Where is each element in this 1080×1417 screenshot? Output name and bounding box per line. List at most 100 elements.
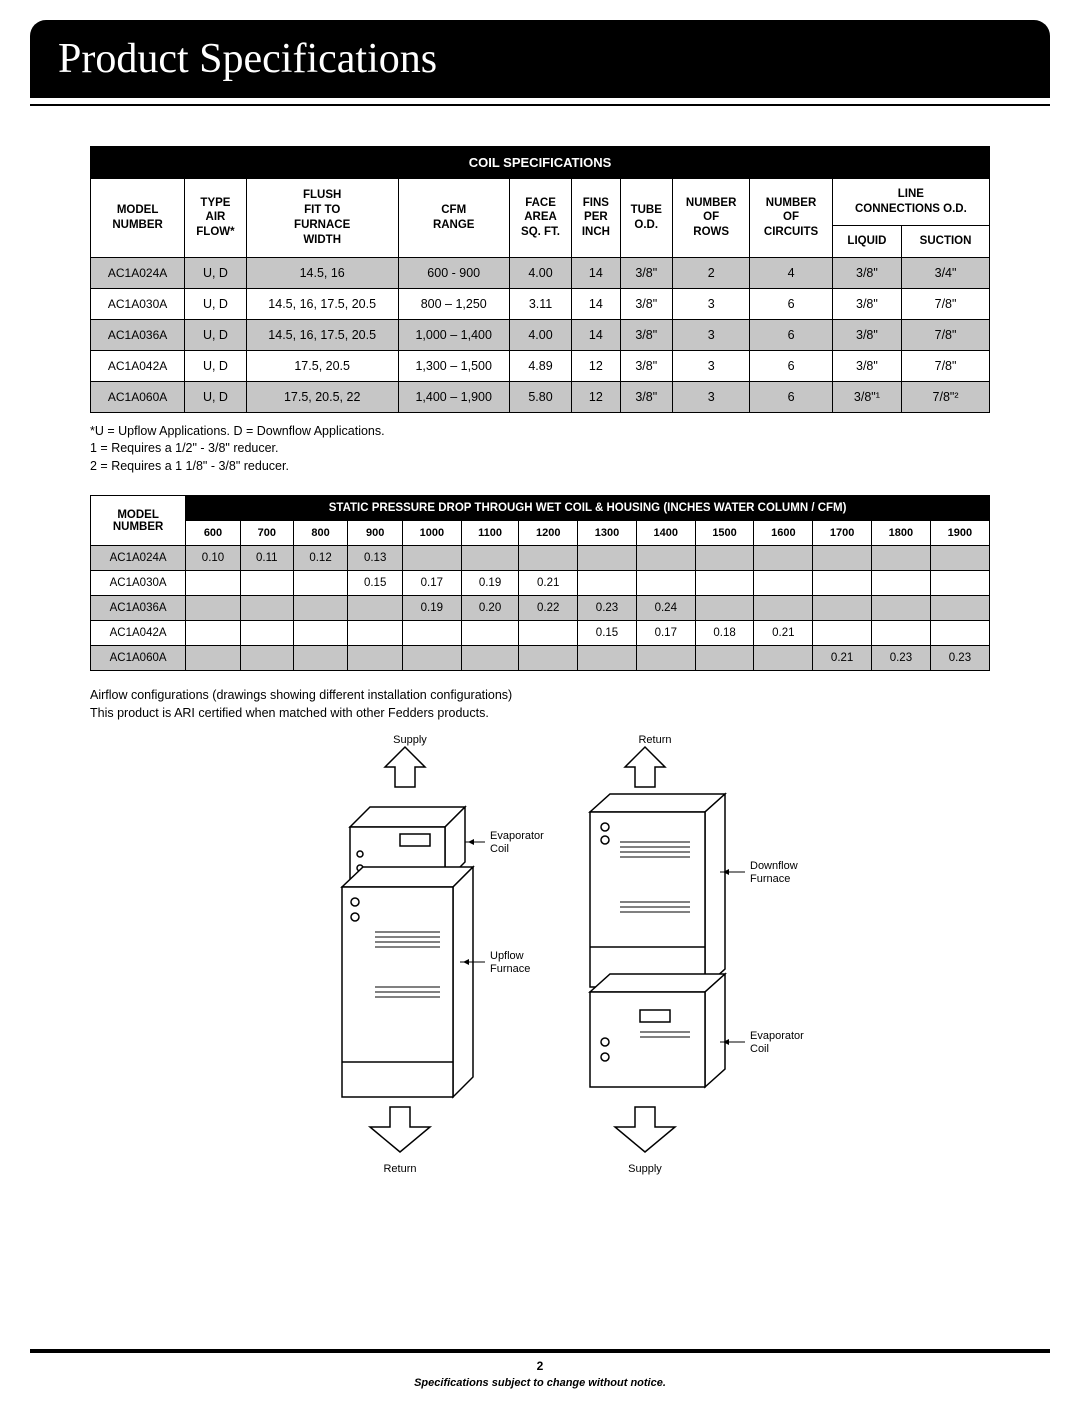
- lbl-return-1: Return: [383, 1163, 416, 1175]
- h-tube: TUBEO.D.: [620, 179, 672, 258]
- page-number: 2: [30, 1359, 1050, 1373]
- lbl-evap-1: Evaporator: [490, 830, 544, 842]
- coil-cell: 12: [572, 350, 620, 381]
- p-cell: [872, 621, 931, 646]
- cfm-header-cell: 1300: [578, 521, 637, 546]
- h-model: MODELNUMBER: [91, 179, 185, 258]
- coil-cell: 6: [750, 381, 832, 412]
- p-cell: 0.20: [461, 596, 519, 621]
- coil-cell: 3/8": [620, 350, 672, 381]
- cfm-header-cell: 700: [240, 521, 293, 546]
- coil-cell: 3/8": [832, 257, 901, 288]
- h-circuits: NUMBEROFCIRCUITS: [750, 179, 832, 258]
- cfm-header-cell: 1500: [695, 521, 754, 546]
- model-cell: AC1A024A: [91, 257, 185, 288]
- footer-rule: [30, 1349, 1050, 1353]
- lbl-supply-1: Supply: [393, 734, 427, 746]
- coil-cell: 3/8": [620, 257, 672, 288]
- cfm-header-cell: 1700: [813, 521, 872, 546]
- cfm-header-cell: 1900: [930, 521, 989, 546]
- p-cell: [519, 646, 578, 671]
- h-typeair: TYPEAIRFLOW*: [185, 179, 247, 258]
- footer-disclaimer: Specifications subject to change without…: [30, 1377, 1050, 1389]
- p-cell: 0.17: [402, 571, 461, 596]
- p-cell: [813, 596, 872, 621]
- coil-cell: 800 – 1,250: [398, 288, 509, 319]
- svg-text:Furnace: Furnace: [490, 963, 530, 975]
- p-cell: [754, 646, 813, 671]
- p-cell: [636, 546, 695, 571]
- coil-cell: 3: [672, 319, 749, 350]
- coil-cell: 7/8": [902, 319, 990, 350]
- after-notes: Airflow configurations (drawings showing…: [90, 687, 990, 722]
- coil-cell: 2: [672, 257, 749, 288]
- p-cell: [578, 646, 637, 671]
- cfm-header-cell: 1200: [519, 521, 578, 546]
- p-cell: [240, 596, 293, 621]
- p-cell: [293, 621, 348, 646]
- after-l1: Airflow configurations (drawings showing…: [90, 687, 990, 705]
- coil-cell: 3: [672, 381, 749, 412]
- coil-cell: 3/8": [620, 381, 672, 412]
- p-cell: [402, 546, 461, 571]
- svg-text:Coil: Coil: [750, 1043, 769, 1055]
- p-cell: [348, 621, 403, 646]
- lbl-downflow: Downflow: [750, 860, 798, 872]
- p-cell: [293, 596, 348, 621]
- cfm-header-cell: 1100: [461, 521, 519, 546]
- coil-cell: 1,400 – 1,900: [398, 381, 509, 412]
- coil-cell: 14: [572, 288, 620, 319]
- p-cell: 0.21: [519, 571, 578, 596]
- coil-cell: 12: [572, 381, 620, 412]
- coil-cell: 3/8": [832, 350, 901, 381]
- coil-cell: 6: [750, 350, 832, 381]
- p-cell: [930, 571, 989, 596]
- p-cell: 0.24: [636, 596, 695, 621]
- p-cell: 0.23: [930, 646, 989, 671]
- p-model-h: MODELNUMBER: [91, 496, 186, 546]
- p-cell: [872, 596, 931, 621]
- p-model-cell: AC1A042A: [91, 621, 186, 646]
- coil-cell: 3/8": [620, 288, 672, 319]
- p-cell: [754, 546, 813, 571]
- p-cell: 0.19: [461, 571, 519, 596]
- p-cell: 0.15: [348, 571, 403, 596]
- coil-cell: 5.80: [509, 381, 571, 412]
- coil-cell: 14.5, 16, 17.5, 20.5: [246, 319, 398, 350]
- coil-cell: 14.5, 16: [246, 257, 398, 288]
- coil-cell: U, D: [185, 257, 247, 288]
- p-cell: [695, 571, 754, 596]
- p-cell: [240, 571, 293, 596]
- coil-cell: U, D: [185, 350, 247, 381]
- coil-cell: 14: [572, 257, 620, 288]
- header-band: Product Specifications: [30, 20, 1050, 98]
- h-suction: SUCTION: [902, 225, 990, 257]
- p-cell: [754, 596, 813, 621]
- coil-cell: 4.89: [509, 350, 571, 381]
- p-cell: 0.23: [872, 646, 931, 671]
- coil-cell: 3/8": [620, 319, 672, 350]
- p-cell: [186, 571, 241, 596]
- note-l1: *U = Upflow Applications. D = Downflow A…: [90, 423, 990, 441]
- h-cfm: CFMRANGE: [398, 179, 509, 258]
- p-cell: [695, 546, 754, 571]
- h-liquid: LIQUID: [832, 225, 901, 257]
- after-l2: This product is ARI certified when match…: [90, 705, 990, 723]
- lbl-evap-2: Evaporator: [750, 1030, 804, 1042]
- p-cell: [578, 571, 637, 596]
- lbl-return-2: Return: [638, 734, 671, 746]
- h-facearea: FACEAREASQ. FT.: [509, 179, 571, 258]
- p-cell: [813, 621, 872, 646]
- p-title: STATIC PRESSURE DROP THROUGH WET COIL & …: [186, 496, 990, 521]
- coil-cell: 7/8": [902, 350, 990, 381]
- model-cell: AC1A030A: [91, 288, 185, 319]
- model-cell: AC1A036A: [91, 319, 185, 350]
- coil-cell: 14.5, 16, 17.5, 20.5: [246, 288, 398, 319]
- p-cell: 0.22: [519, 596, 578, 621]
- cfm-header-cell: 1600: [754, 521, 813, 546]
- coil-cell: 600 - 900: [398, 257, 509, 288]
- p-cell: [930, 621, 989, 646]
- pressure-table: MODELNUMBER STATIC PRESSURE DROP THROUGH…: [90, 495, 990, 671]
- p-cell: 0.19: [402, 596, 461, 621]
- svg-text:Coil: Coil: [490, 843, 509, 855]
